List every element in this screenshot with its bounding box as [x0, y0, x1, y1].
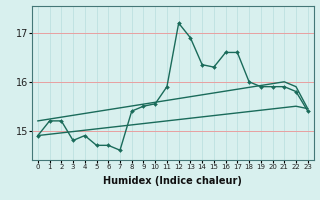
X-axis label: Humidex (Indice chaleur): Humidex (Indice chaleur) [103, 176, 242, 186]
